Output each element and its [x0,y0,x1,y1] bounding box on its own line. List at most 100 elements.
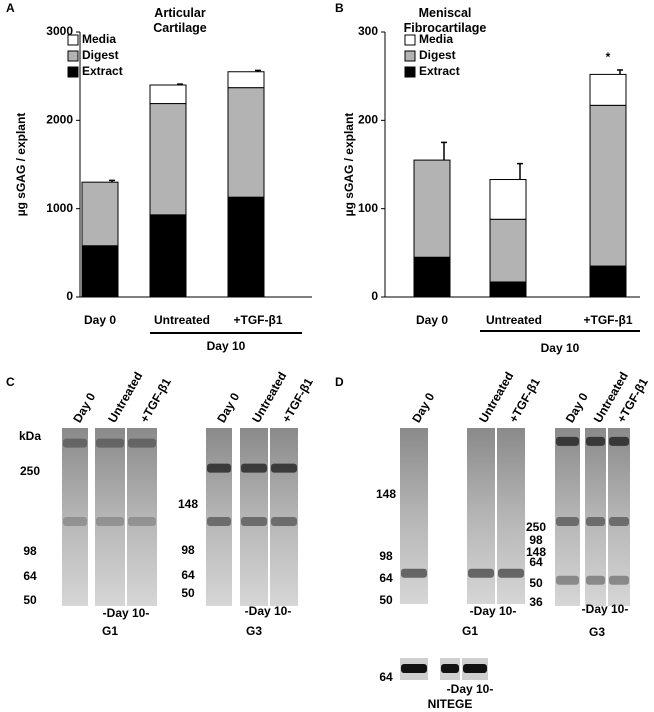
day-label: -Day 10- [245,604,292,618]
legend-swatch [404,34,416,46]
bar-segment [227,87,265,198]
y-tick-label: 1000 [46,201,73,215]
marker-label: 50 [23,593,37,607]
lane-label: Day 0 [214,390,242,425]
unit-label: kDa [19,429,41,443]
y-tick-label: 200 [358,113,378,127]
legend-label: Digest [419,48,456,62]
x-tick-label: Day 0 [416,313,448,327]
blot-band [463,664,487,673]
blot-lane [127,428,157,606]
x-tick-label: Untreated [154,313,210,327]
bar-segment [589,104,627,267]
lane-label: Day 0 [70,390,98,425]
bar-segment [489,281,527,298]
bar-segment [589,265,627,298]
bar-segment [81,245,119,298]
bar-segment [149,214,187,298]
blot-band [609,436,629,446]
blot-band [241,463,267,473]
legend-swatch [67,34,79,46]
blot-band [556,575,579,585]
gel-name: NITEGE [428,697,473,711]
day-label: -Day 10- [447,682,494,696]
day-label: -Day 10- [470,604,517,618]
blot-band [586,436,605,446]
y-axis-label: µg sGAG / explant [342,113,356,217]
marker-label: 98 [529,533,543,547]
y-axis-label: µg sGAG / explant [14,113,28,217]
bar-segment [227,196,265,298]
marker-label: 50 [379,593,393,607]
bar-segment [413,159,451,258]
panel-label: C [6,375,15,389]
blot-band [241,517,267,526]
gel-name: G1 [102,624,118,638]
blot-band [609,575,629,585]
gel-name: G3 [589,625,605,639]
marker-label: 50 [181,586,195,600]
blot-band [401,664,427,673]
gel-name: G3 [246,624,262,638]
gel-name: G1 [462,624,478,638]
y-tick-label: 0 [66,289,73,303]
y-tick-label: 100 [358,201,378,215]
x-tick-label: +TGF-β1 [584,313,633,327]
blot-band [468,568,494,578]
blot-band [556,517,579,526]
marker-label: 50 [529,576,543,590]
y-tick-label: 300 [358,24,378,38]
legend-swatch [404,50,416,62]
marker-label: 64 [529,555,543,569]
annotation: * [606,50,611,64]
lane-label: +TGF-β1 [137,375,174,425]
marker-label: 98 [379,549,393,563]
lane-label: Day 0 [563,390,591,425]
marker-label: 250 [20,464,40,478]
blot-band [128,438,156,448]
x-tick-label: +TGF-β1 [234,313,283,327]
blot-band [441,664,459,673]
y-tick-label: 2000 [46,113,73,127]
panel-label: B [335,1,344,15]
blot-band [96,438,124,448]
legend-label: Extract [419,64,460,78]
blot-band [207,463,231,473]
blot-band [609,517,629,526]
bar-segment [227,71,265,89]
x-tick-label: Day 0 [84,313,116,327]
bar-segment [413,256,451,298]
blot-band [63,438,87,448]
bar-segment [489,179,527,220]
bar-segment [81,181,119,247]
marker-label: 148 [376,487,396,501]
marker-label: 98 [181,543,195,557]
lane-label: Day 0 [409,390,437,425]
marker-label: 250 [526,520,546,534]
blot-band [207,517,231,526]
legend-swatch [404,66,416,78]
blot-band [586,575,605,585]
legend-swatch [67,66,79,78]
blot-band [586,517,605,526]
blot-band [128,517,156,526]
y-tick-label: 3000 [46,24,73,38]
marker-label: 98 [23,544,37,558]
bar-segment [589,73,627,106]
blot-band [401,568,427,578]
legend-label: Media [419,32,453,46]
bar-segment [489,218,527,283]
blot-band [63,517,87,526]
panel-label: D [335,375,344,389]
bar-segment [149,103,187,216]
panel-label: A [6,1,15,15]
blot-band [498,568,524,578]
day-label: -Day 10- [103,606,150,620]
blot-band [96,517,124,526]
blot-band [271,463,297,473]
blot-lane [95,428,125,606]
x-tick-label: Untreated [486,313,542,327]
marker-label: 148 [178,497,198,511]
legend-label: Digest [82,48,119,62]
